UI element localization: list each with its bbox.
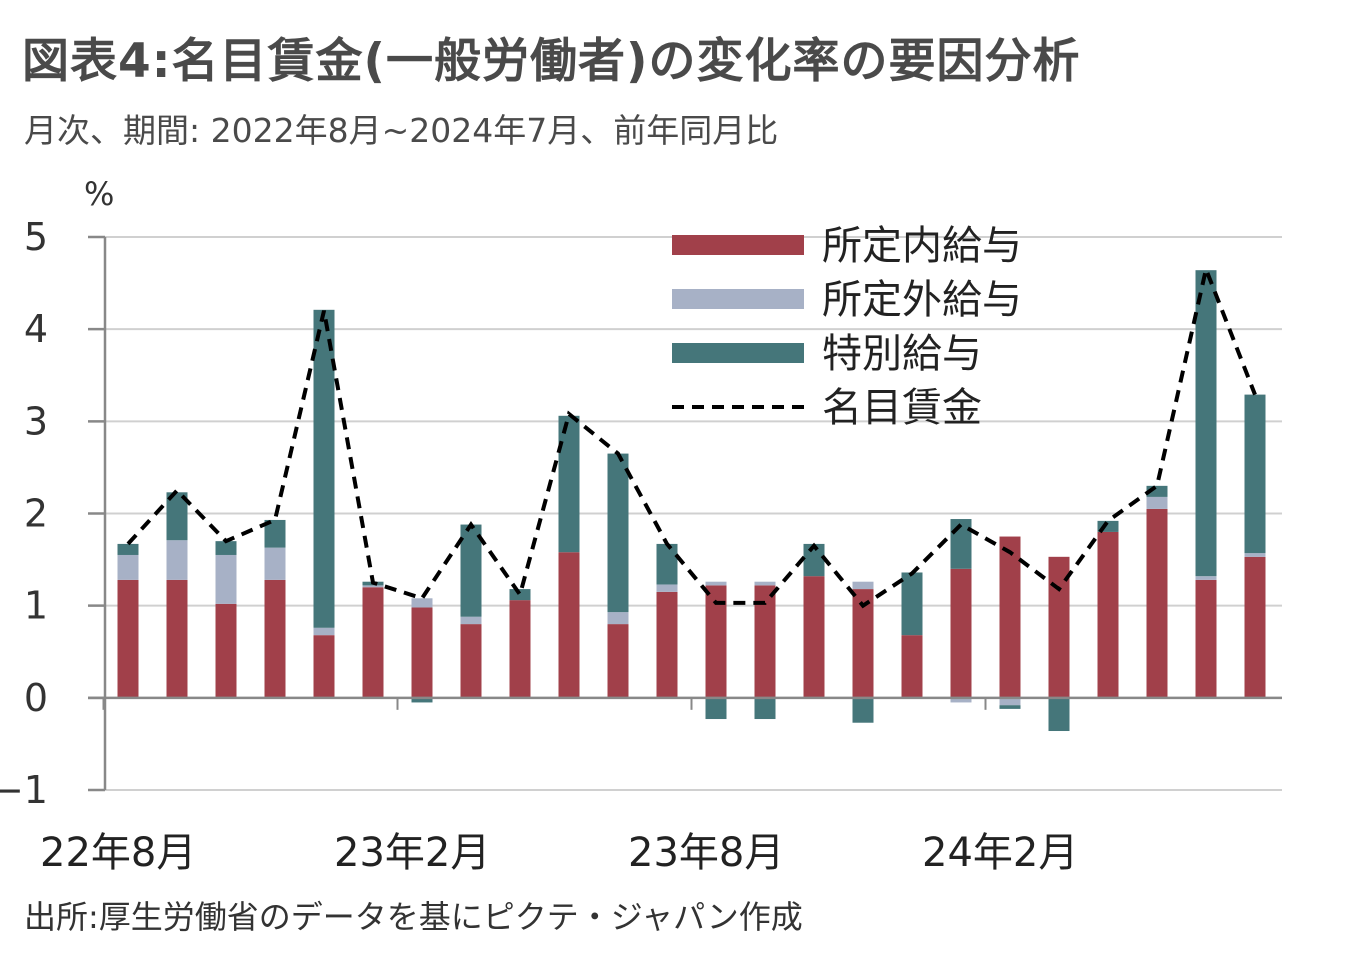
y-tick-label: 5 (24, 215, 48, 259)
bar-scheduled-pay (999, 536, 1021, 698)
legend-special-pay-label: 特別給与 (822, 331, 982, 377)
source-note: 出所:厚生労働省のデータを基にピクテ・ジャパン作成 (24, 898, 803, 936)
bar-scheduled-pay (264, 579, 286, 698)
y-tick-label: 1 (24, 584, 48, 628)
bar-special-pay (411, 697, 433, 703)
x-tick-label: 23年2月 (334, 830, 490, 876)
bar-scheduled-pay (901, 635, 923, 698)
chart-subtitle: 月次、期間: 2022年8月~2024年7月、前年同月比 (24, 111, 779, 150)
legend-scheduled-pay-swatch (672, 235, 804, 255)
bar-special-pay (509, 589, 531, 601)
bar-overtime-pay (852, 581, 874, 590)
bar-scheduled-pay (411, 607, 433, 698)
bar-scheduled-pay (215, 603, 237, 698)
y-tick-label: 4 (24, 307, 48, 351)
legend-total-wage: 名目賃金 (672, 385, 982, 431)
bar-special-pay (1244, 394, 1266, 554)
bar-overtime-pay (1195, 576, 1217, 580)
bar-scheduled-pay (705, 585, 727, 698)
bar-special-pay (166, 492, 188, 541)
x-tick-label: 22年8月 (40, 830, 196, 876)
bar-overtime-pay (166, 540, 188, 580)
bar-special-pay (1146, 485, 1168, 497)
bar-special-pay (313, 309, 335, 628)
bar-special-pay (999, 705, 1021, 709)
legend-overtime-pay-label: 所定外給与 (822, 277, 1022, 323)
bar-overtime-pay (705, 581, 727, 586)
total-wage-line (126, 262, 1257, 609)
y-tick-label: −1 (0, 768, 48, 812)
bar-scheduled-pay (1146, 508, 1168, 698)
bar-special-pay (117, 543, 139, 555)
bar-special-pay (754, 697, 776, 720)
bar-special-pay (1048, 697, 1070, 732)
bar-overtime-pay (362, 585, 384, 588)
bar-scheduled-pay (1097, 531, 1119, 698)
legend-overtime-pay: 所定外給与 (672, 277, 1022, 323)
bar-scheduled-pay (166, 579, 188, 698)
bar-scheduled-pay (852, 589, 874, 698)
bar-special-pay (705, 697, 727, 720)
x-tick-label: 24年2月 (922, 830, 1078, 876)
bar-overtime-pay (411, 598, 433, 608)
bar-special-pay (1195, 270, 1217, 577)
bar-special-pay (656, 543, 678, 585)
bar-special-pay (1097, 520, 1119, 532)
bar-overtime-pay (215, 554, 237, 604)
legend-special-pay-swatch (672, 343, 804, 363)
bar-special-pay (215, 541, 237, 555)
bar-overtime-pay (754, 581, 776, 586)
bar-scheduled-pay (803, 576, 825, 698)
bar-scheduled-pay (362, 587, 384, 698)
bar-overtime-pay (1244, 553, 1266, 557)
line-series (126, 262, 1257, 609)
chart-title: 図表4:名目賃金(一般労働者)の変化率の要因分析 (22, 34, 1081, 89)
legend-scheduled-pay-label: 所定内給与 (822, 223, 1022, 269)
legend-overtime-pay-swatch (672, 289, 804, 309)
bar-special-pay (264, 519, 286, 548)
axes (88, 235, 1282, 792)
x-tick-label: 23年8月 (628, 830, 784, 876)
legend-scheduled-pay: 所定内給与 (672, 223, 1022, 269)
bar-overtime-pay (117, 554, 139, 580)
legend-total-wage-label: 名目賃金 (822, 385, 982, 431)
bar-overtime-pay (460, 616, 482, 625)
bar-overtime-pay (607, 612, 629, 625)
bar-special-pay (852, 697, 874, 723)
bar-special-pay (460, 524, 482, 617)
bar-scheduled-pay (313, 635, 335, 698)
y-tick-label: 3 (24, 399, 48, 443)
bar-scheduled-pay (558, 552, 580, 698)
bar-scheduled-pay (117, 579, 139, 698)
bar-scheduled-pay (656, 591, 678, 698)
bar-overtime-pay (950, 697, 972, 703)
bar-scheduled-pay (1244, 556, 1266, 698)
y-tick-label: 0 (24, 676, 48, 720)
bar-overtime-pay (656, 584, 678, 592)
bar-scheduled-pay (1195, 579, 1217, 698)
bar-special-pay (901, 572, 923, 636)
gridlines (105, 236, 1282, 791)
bar-scheduled-pay (1048, 556, 1070, 698)
legend-special-pay: 特別給与 (672, 331, 982, 377)
bar-overtime-pay (999, 697, 1021, 706)
bar-scheduled-pay (754, 585, 776, 698)
x-axis-tick-labels: 22年8月 23年2月 23年8月 24年2月 (40, 830, 1078, 876)
y-axis-unit-label: % (84, 175, 114, 213)
bar-scheduled-pay (509, 600, 531, 698)
bar-scheduled-pay (460, 624, 482, 698)
bar-scheduled-pay (607, 624, 629, 698)
bar-special-pay (558, 415, 580, 553)
bar-scheduled-pay (950, 568, 972, 698)
bar-overtime-pay (264, 547, 286, 580)
bar-series (117, 270, 1266, 732)
y-tick-label: 2 (24, 492, 48, 536)
bar-special-pay (607, 453, 629, 613)
bar-special-pay (803, 543, 825, 577)
bar-overtime-pay (1146, 496, 1168, 509)
y-axis-tick-labels: −1 0 1 2 3 4 5 (0, 215, 48, 812)
bar-overtime-pay (313, 627, 335, 636)
